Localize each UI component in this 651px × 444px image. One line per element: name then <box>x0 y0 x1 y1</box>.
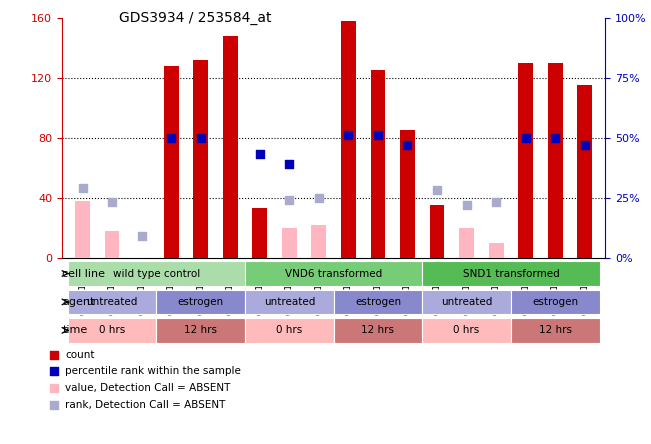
Text: wild type control: wild type control <box>113 269 200 278</box>
Bar <box>105 230 119 258</box>
Bar <box>156 318 245 343</box>
Bar <box>333 318 422 343</box>
Bar <box>164 66 178 258</box>
Bar <box>68 318 156 343</box>
Bar <box>223 36 238 258</box>
Text: percentile rank within the sample: percentile rank within the sample <box>65 366 241 377</box>
Text: estrogen: estrogen <box>355 297 401 307</box>
Bar <box>156 289 245 314</box>
Text: 0 hrs: 0 hrs <box>454 325 480 335</box>
Bar <box>311 225 326 258</box>
Bar <box>459 228 474 258</box>
Bar <box>245 261 422 286</box>
Point <box>520 134 531 141</box>
Bar <box>489 242 503 258</box>
Bar <box>400 130 415 258</box>
Point <box>462 201 472 208</box>
Point <box>432 187 442 194</box>
Point <box>402 141 413 148</box>
Point <box>195 134 206 141</box>
Bar <box>341 21 356 258</box>
Bar <box>511 318 600 343</box>
Text: rank, Detection Call = ABSENT: rank, Detection Call = ABSENT <box>65 400 225 410</box>
Bar <box>577 85 592 258</box>
Text: estrogen: estrogen <box>178 297 224 307</box>
Text: untreated: untreated <box>87 297 138 307</box>
Point <box>550 134 561 141</box>
Point <box>284 196 294 203</box>
Text: value, Detection Call = ABSENT: value, Detection Call = ABSENT <box>65 383 230 393</box>
Text: 12 hrs: 12 hrs <box>361 325 395 335</box>
Text: SND1 transformed: SND1 transformed <box>462 269 559 278</box>
Point <box>314 194 324 201</box>
Point <box>373 132 383 139</box>
Text: VND6 transformed: VND6 transformed <box>285 269 382 278</box>
Point <box>49 401 60 408</box>
Bar <box>253 208 267 258</box>
Bar <box>422 289 511 314</box>
Bar <box>245 289 333 314</box>
Bar <box>511 289 600 314</box>
Text: agent: agent <box>62 297 95 307</box>
Bar <box>370 70 385 258</box>
Point <box>77 184 88 191</box>
Point <box>579 141 590 148</box>
Bar <box>548 63 562 258</box>
Bar <box>75 201 90 258</box>
Point <box>284 160 294 167</box>
Text: 0 hrs: 0 hrs <box>276 325 303 335</box>
Point <box>137 232 147 239</box>
Text: untreated: untreated <box>441 297 492 307</box>
Text: untreated: untreated <box>264 297 315 307</box>
Bar <box>193 60 208 258</box>
Point <box>166 134 176 141</box>
Point <box>343 132 353 139</box>
Point <box>49 368 60 375</box>
Text: GDS3934 / 253584_at: GDS3934 / 253584_at <box>119 11 271 25</box>
Text: cell line: cell line <box>62 269 105 278</box>
Point <box>49 351 60 358</box>
Text: count: count <box>65 349 94 360</box>
Text: 12 hrs: 12 hrs <box>184 325 217 335</box>
Point <box>491 199 501 206</box>
Bar <box>518 63 533 258</box>
Point <box>107 199 117 206</box>
Bar <box>245 318 333 343</box>
Bar <box>68 261 245 286</box>
Text: 12 hrs: 12 hrs <box>539 325 572 335</box>
Bar <box>282 228 297 258</box>
Bar <box>422 318 511 343</box>
Bar <box>430 205 445 258</box>
Point <box>49 385 60 392</box>
Text: time: time <box>62 325 88 335</box>
Bar <box>422 261 600 286</box>
Bar <box>333 289 422 314</box>
Text: 0 hrs: 0 hrs <box>99 325 125 335</box>
Point <box>255 151 265 158</box>
Bar <box>68 289 156 314</box>
Text: estrogen: estrogen <box>532 297 578 307</box>
